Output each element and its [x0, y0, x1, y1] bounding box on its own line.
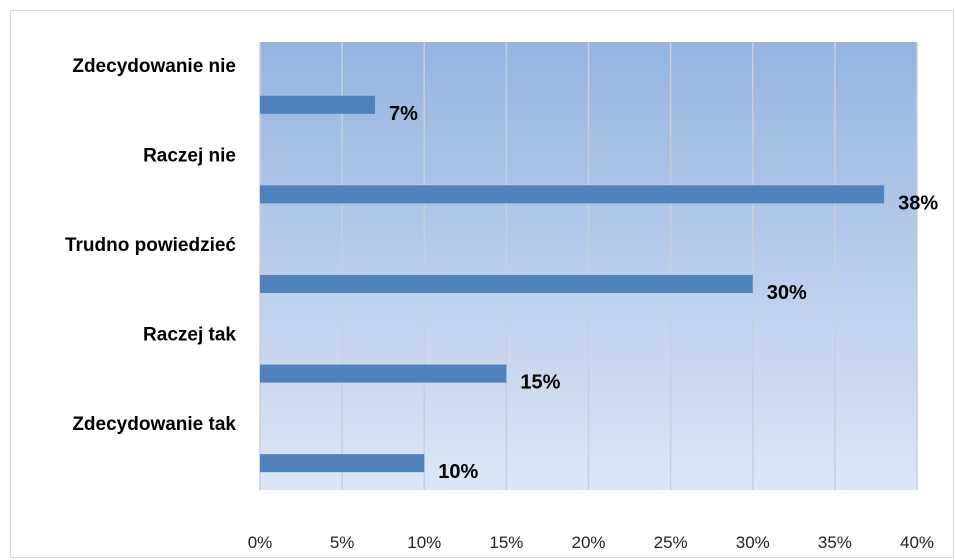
data-label: 30% — [767, 282, 807, 304]
bar — [260, 95, 375, 114]
x-tick-labels: 0% 5% 10% 15% 20% 25% 30% 35% 40% — [248, 533, 934, 552]
data-label: 15% — [520, 372, 560, 394]
bars — [260, 95, 885, 473]
category-label: Trudno powiedzieć — [65, 235, 236, 256]
category-label: Raczej nie — [143, 145, 236, 166]
x-tick-label: 15% — [489, 533, 523, 552]
gridlines — [259, 42, 918, 490]
x-tick-label: 35% — [818, 533, 852, 552]
data-label: 38% — [898, 192, 938, 214]
bar — [260, 274, 753, 293]
x-tick-label: 10% — [407, 533, 441, 552]
bar — [260, 454, 425, 473]
category-label: Raczej tak — [143, 325, 236, 346]
bar — [260, 364, 507, 383]
data-label: 10% — [438, 461, 478, 483]
bar — [260, 185, 885, 204]
x-tick-label: 30% — [736, 533, 770, 552]
x-tick-label: 20% — [571, 533, 605, 552]
x-tick-label: 25% — [654, 533, 688, 552]
data-labels: 7% 38% 30% 15% 10% — [389, 103, 938, 483]
x-tick-label: 5% — [330, 533, 355, 552]
category-labels: Zdecydowanie nie Raczej nie Trudno powiedz… — [65, 56, 236, 435]
x-tick-label: 0% — [248, 533, 273, 552]
category-label: Zdecydowanie nie — [72, 56, 236, 77]
data-label: 7% — [389, 103, 418, 125]
x-tick-label: 40% — [900, 533, 934, 552]
category-label: Zdecydowanie tak — [72, 414, 236, 435]
